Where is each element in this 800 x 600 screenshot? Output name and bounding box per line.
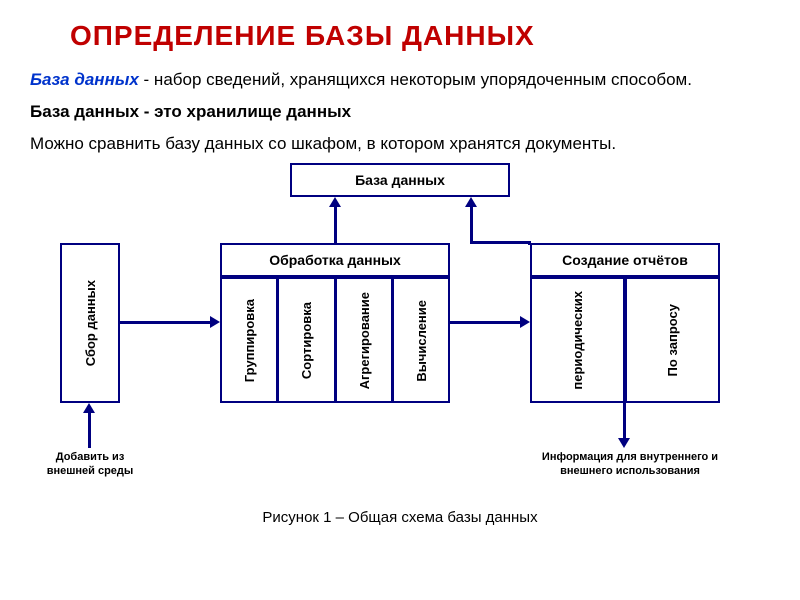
definition-2: База данных - это хранилище данных: [30, 100, 770, 124]
box-reports: Создание отчётов: [530, 243, 720, 277]
arrow-collect-to-proc-head: [210, 316, 220, 328]
arrow-reports-to-info-head: [618, 438, 630, 448]
arrow-proc-to-rep: [450, 321, 520, 324]
database-diagram: База данных Сбор данных Обработка данных…: [30, 163, 770, 503]
box-collect-label: Сбор данных: [83, 280, 98, 366]
page-title: ОПРЕДЕЛЕНИЕ БАЗЫ ДАННЫХ: [70, 20, 770, 52]
box-collect: Сбор данных: [60, 243, 120, 403]
arrow-rep-to-db-v: [470, 207, 473, 243]
definition-2-bold: База данных - это хранилище данных: [30, 102, 351, 121]
arrow-external-to-collect-head: [83, 403, 95, 413]
rep-col-0: периодических: [530, 277, 625, 403]
proc-col-0-label: Группировка: [242, 299, 257, 382]
figure-caption: Рисунок 1 – Общая схема базы данных: [30, 509, 770, 526]
proc-col-2: Агрегирование: [335, 277, 393, 403]
proc-col-2-label: Агрегирование: [357, 292, 372, 389]
rep-col-1: По запросу: [625, 277, 720, 403]
box-database: База данных: [290, 163, 510, 197]
rep-col-1-label: По запросу: [665, 304, 680, 376]
caption-usage: Информация для внутреннего и внешнего ис…: [540, 451, 720, 477]
arrow-rep-v2: [528, 241, 531, 245]
definition-3: Можно сравнить базу данных со шкафом, в …: [30, 132, 770, 156]
definition-1-text: - набор сведений, хранящихся некоторым у…: [139, 70, 692, 89]
arrow-rep-to-db-head: [465, 197, 477, 207]
arrow-proc-to-rep-head: [520, 316, 530, 328]
arrow-reports-to-info: [623, 403, 626, 438]
arrow-proc-to-db: [334, 207, 337, 243]
arrow-external-to-collect: [88, 413, 91, 448]
proc-col-0: Группировка: [220, 277, 278, 403]
arrow-proc-to-db-head: [329, 197, 341, 207]
box-reports-label: Создание отчётов: [562, 252, 688, 268]
definition-1: База данных - набор сведений, хранящихся…: [30, 68, 770, 92]
box-processing-label: Обработка данных: [269, 252, 401, 268]
rep-col-0-label: периодических: [570, 291, 585, 390]
box-database-label: База данных: [355, 172, 445, 188]
term-highlight: База данных: [30, 70, 139, 89]
arrow-collect-to-proc: [120, 321, 210, 324]
caption-external: Добавить из внешней среды: [40, 451, 140, 477]
proc-col-1-label: Сортировка: [299, 302, 314, 379]
proc-col-3-label: Вычисление: [414, 300, 429, 382]
box-processing: Обработка данных: [220, 243, 450, 277]
proc-col-1: Сортировка: [277, 277, 336, 403]
proc-col-3: Вычисление: [392, 277, 450, 403]
arrow-rep-horiz: [470, 241, 530, 244]
